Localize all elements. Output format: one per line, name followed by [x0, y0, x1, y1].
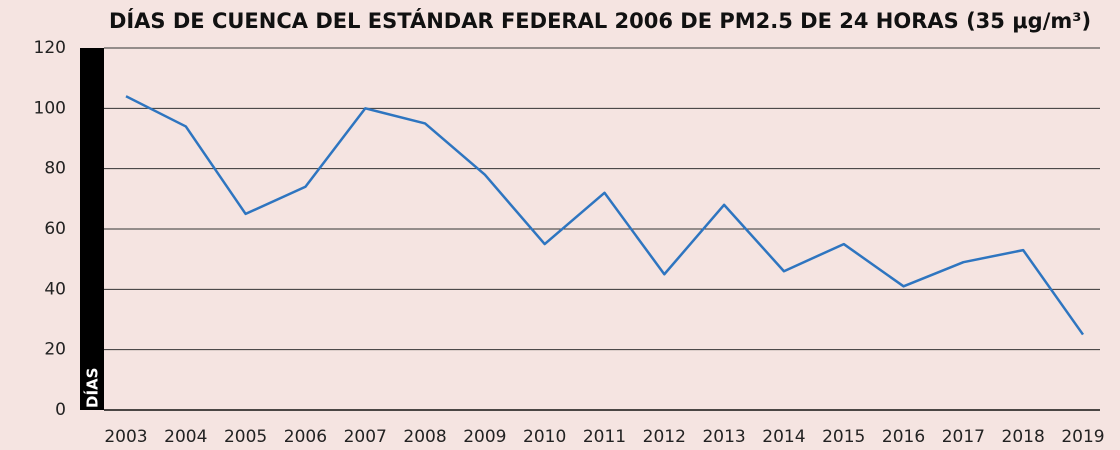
x-tick-label: 2004 — [164, 427, 207, 447]
y-tick-label: 120 — [34, 38, 66, 58]
y-axis-bar — [80, 48, 104, 410]
x-tick-label: 2006 — [284, 427, 327, 447]
x-tick-label: 2003 — [104, 427, 147, 447]
y-tick-label: 60 — [44, 219, 66, 239]
y-tick-label: 80 — [44, 159, 66, 179]
y-tick-label: 40 — [44, 279, 66, 299]
data-line — [125, 95, 1085, 336]
x-tick-label: 2013 — [702, 427, 745, 447]
x-tick-label: 2007 — [344, 427, 387, 447]
x-tick-label: 2015 — [822, 427, 865, 447]
x-tick-label: 2010 — [523, 427, 566, 447]
x-tick-label: 2005 — [224, 427, 267, 447]
x-tick-label: 2014 — [762, 427, 805, 447]
y-tick-label: 20 — [44, 340, 66, 360]
x-tick-label: 2018 — [1002, 427, 1045, 447]
chart-title: DÍAS DE CUENCA DEL ESTÁNDAR FEDERAL 2006… — [109, 8, 1091, 33]
x-tick-label: 2016 — [882, 427, 925, 447]
x-tick-label: 2019 — [1061, 427, 1104, 447]
x-tick-label: 2017 — [942, 427, 985, 447]
x-tick-label: 2011 — [583, 427, 626, 447]
x-tick-label: 2012 — [643, 427, 686, 447]
y-tick-label: 0 — [55, 400, 66, 420]
y-tick-label: 100 — [34, 98, 66, 118]
x-tick-label: 2009 — [463, 427, 506, 447]
y-axis-label: DÍAS — [83, 368, 102, 408]
x-tick-label: 2008 — [403, 427, 446, 447]
